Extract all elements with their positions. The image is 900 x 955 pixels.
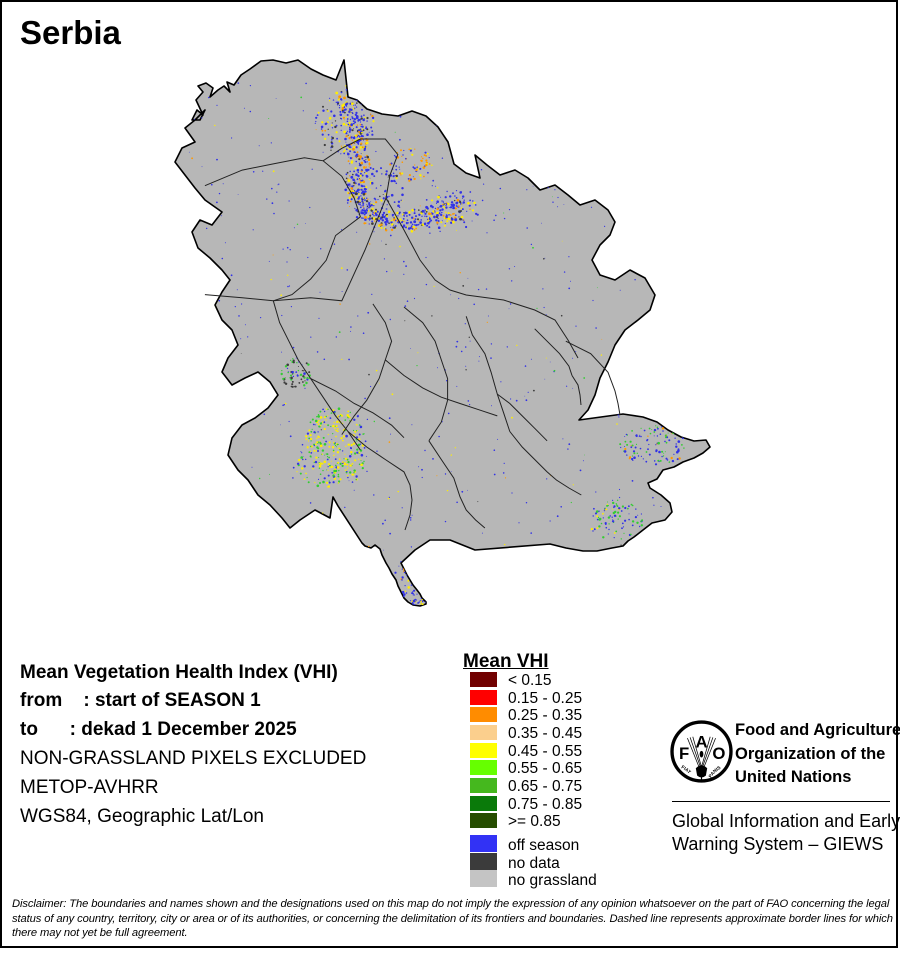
svg-text:A: A [695,732,707,751]
svg-text:F: F [679,744,689,763]
svg-text:O: O [712,744,725,763]
